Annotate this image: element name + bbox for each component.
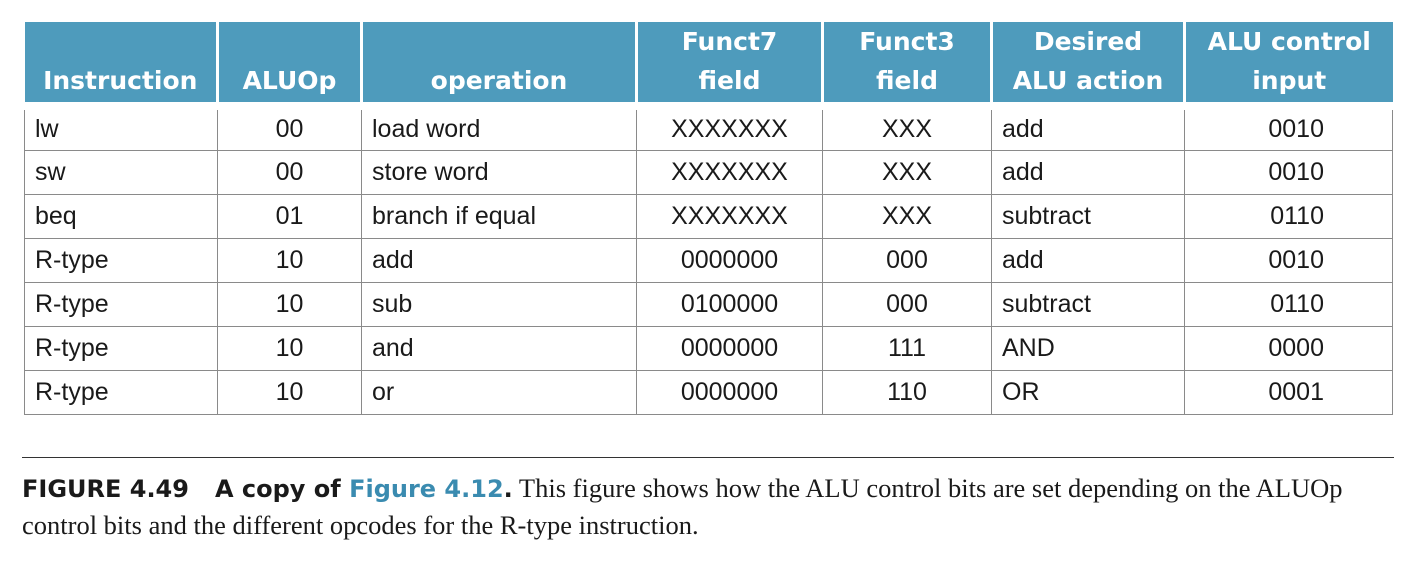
cell-operation: or bbox=[361, 369, 637, 415]
cell-alu-control-input: 0001 bbox=[1184, 369, 1393, 415]
cell-alu-action: OR bbox=[991, 369, 1185, 415]
cell-funct7: 0000000 bbox=[636, 325, 823, 371]
header-line-2: field bbox=[876, 66, 938, 95]
header-line-2: Instruction bbox=[43, 66, 198, 95]
cell-instruction: R-type bbox=[24, 281, 218, 327]
cell-alu-action: AND bbox=[991, 325, 1185, 371]
cell-aluop: 00 bbox=[217, 149, 362, 195]
cell-instruction: R-type bbox=[24, 369, 218, 415]
header-line-1: Funct3 bbox=[859, 27, 955, 56]
cell-instruction: R-type bbox=[24, 237, 218, 283]
header-line-2: operation bbox=[430, 66, 568, 95]
cell-alu-control-input: 0010 bbox=[1184, 237, 1393, 283]
figure-label: FIGURE 4.49 bbox=[22, 475, 189, 503]
cell-aluop: 10 bbox=[217, 237, 362, 283]
cell-aluop: 10 bbox=[217, 369, 362, 415]
cell-funct3: XXX bbox=[822, 105, 992, 151]
caption-body: This figure shows how the ALU control bi… bbox=[22, 473, 1343, 540]
cell-operation: sub bbox=[361, 281, 637, 327]
cell-funct3: 110 bbox=[822, 369, 992, 415]
cell-funct7: XXXXXXX bbox=[636, 149, 823, 195]
cell-funct3: XXX bbox=[822, 149, 992, 195]
header-operation: operation bbox=[360, 22, 638, 110]
cell-funct7: 0100000 bbox=[636, 281, 823, 327]
table-row: beq 01 branch if equal XXXXXXX XXX subtr… bbox=[24, 193, 1393, 239]
header-line-2: input bbox=[1252, 66, 1327, 95]
header-funct7: Funct7 field bbox=[635, 22, 824, 110]
cell-operation: add bbox=[361, 237, 637, 283]
cell-instruction: R-type bbox=[24, 325, 218, 371]
cell-alu-control-input: 0010 bbox=[1184, 105, 1393, 151]
cell-instruction: lw bbox=[24, 105, 218, 151]
table-row: R-type 10 and 0000000 111 AND 0000 bbox=[24, 325, 1393, 371]
cell-alu-action: add bbox=[991, 237, 1185, 283]
cell-alu-action: subtract bbox=[991, 193, 1185, 239]
figure-reference-link[interactable]: Figure 4.12 bbox=[349, 475, 504, 503]
cell-alu-control-input: 0110 bbox=[1184, 281, 1393, 327]
caption-divider bbox=[22, 457, 1394, 458]
cell-aluop: 10 bbox=[217, 281, 362, 327]
cell-instruction: sw bbox=[24, 149, 218, 195]
cell-alu-action: subtract bbox=[991, 281, 1185, 327]
figure-title-prefix: A copy of bbox=[214, 475, 350, 503]
cell-funct3: 111 bbox=[822, 325, 992, 371]
cell-operation: and bbox=[361, 325, 637, 371]
figure-title-suffix: . bbox=[503, 475, 513, 503]
table-row: R-type 10 sub 0100000 000 subtract 0110 bbox=[24, 281, 1393, 327]
header-line-2: ALUOp bbox=[242, 66, 337, 95]
header-line-1: Funct7 bbox=[681, 27, 778, 56]
cell-funct7: XXXXXXX bbox=[636, 105, 823, 151]
header-line-2: ALU action bbox=[1012, 66, 1164, 95]
cell-alu-control-input: 0110 bbox=[1184, 193, 1393, 239]
cell-operation: load word bbox=[361, 105, 637, 151]
table-header-row: Instruction ALUOp operation Funct7 field… bbox=[24, 22, 1393, 110]
table-row: sw 00 store word XXXXXXX XXX add 0010 bbox=[24, 149, 1393, 195]
cell-aluop: 01 bbox=[217, 193, 362, 239]
cell-funct7: 0000000 bbox=[636, 237, 823, 283]
figure-caption: FIGURE 4.49 A copy of Figure 4.12. This f… bbox=[22, 470, 1394, 543]
header-alu-control-input: ALU control input bbox=[1183, 22, 1393, 110]
cell-aluop: 00 bbox=[217, 105, 362, 151]
header-line-1: ALU control bbox=[1207, 27, 1371, 56]
header-desired-alu-action: Desired ALU action bbox=[990, 22, 1186, 110]
header-line-1 bbox=[223, 22, 356, 61]
cell-alu-action: add bbox=[991, 105, 1185, 151]
alu-control-table: Instruction ALUOp operation Funct7 field… bbox=[24, 22, 1393, 415]
header-instruction: Instruction bbox=[24, 22, 219, 110]
cell-alu-control-input: 0000 bbox=[1184, 325, 1393, 371]
cell-funct3: 000 bbox=[822, 281, 992, 327]
header-line-1: Desired bbox=[1033, 27, 1143, 56]
cell-instruction: beq bbox=[24, 193, 218, 239]
cell-aluop: 10 bbox=[217, 325, 362, 371]
table-row: R-type 10 add 0000000 000 add 0010 bbox=[24, 237, 1393, 283]
cell-funct3: 000 bbox=[822, 237, 992, 283]
header-funct3: Funct3 field bbox=[821, 22, 993, 110]
cell-funct7: 0000000 bbox=[636, 369, 823, 415]
cell-operation: branch if equal bbox=[361, 193, 637, 239]
header-aluop: ALUOp bbox=[216, 22, 363, 110]
header-line-2: field bbox=[698, 66, 761, 95]
header-line-1 bbox=[367, 22, 631, 61]
cell-operation: store word bbox=[361, 149, 637, 195]
table-row: lw 00 load word XXXXXXX XXX add 0010 bbox=[24, 105, 1393, 151]
table-row: R-type 10 or 0000000 110 OR 0001 bbox=[24, 369, 1393, 415]
cell-alu-control-input: 0010 bbox=[1184, 149, 1393, 195]
header-line-1 bbox=[29, 22, 213, 61]
cell-alu-action: add bbox=[991, 149, 1185, 195]
cell-funct3: XXX bbox=[822, 193, 992, 239]
cell-funct7: XXXXXXX bbox=[636, 193, 823, 239]
